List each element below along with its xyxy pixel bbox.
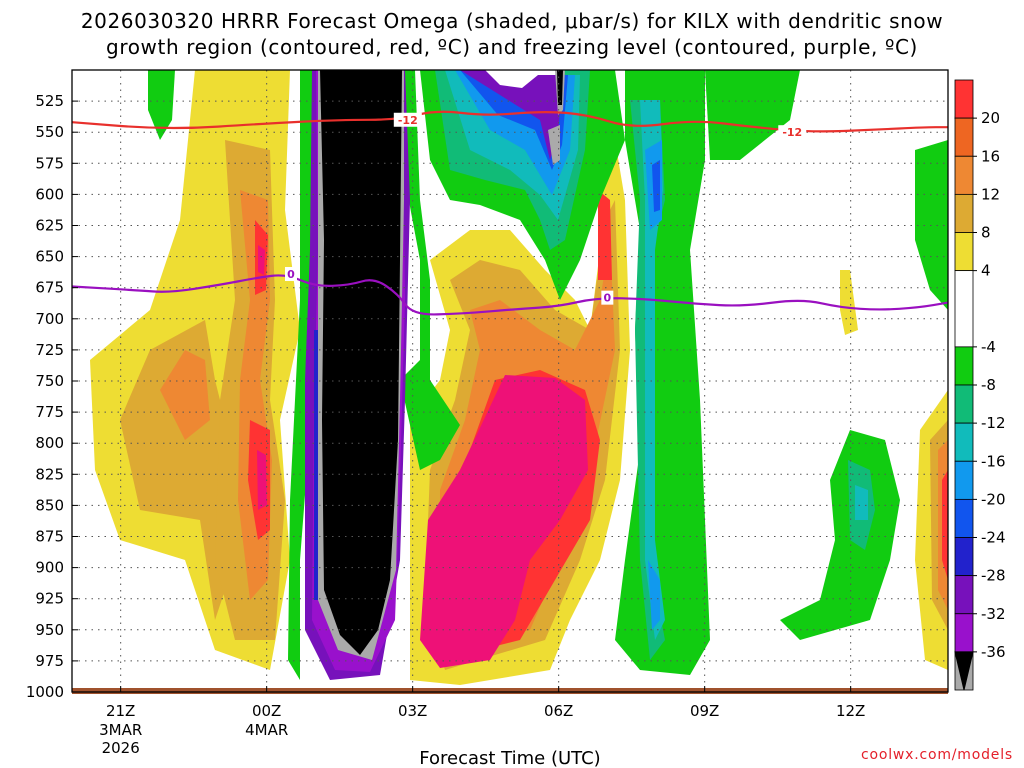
contour-label-0: 0 (604, 292, 612, 305)
colorbar-swatch (954, 270, 974, 348)
contour-label-bg (601, 290, 614, 305)
colorbar-bottom-arrow (954, 651, 974, 691)
y-axis: 525 550 575 600 625 650 675 700 725 750 775 800 825 8… (26, 92, 78, 701)
y-tick-label-900: 900 (35, 559, 64, 577)
contour-line-0 (71, 274, 949, 316)
contour-label--12: -12 (398, 114, 418, 127)
y-tick-label-850: 850 (35, 496, 64, 514)
y-tick-label-725: 725 (35, 341, 64, 359)
contour-label-0: 0 (287, 268, 295, 281)
colorbar-swatch (954, 460, 974, 500)
colorbar-label--28: -28 (981, 567, 1006, 585)
colorbar-swatch (954, 193, 974, 233)
colorbar-swatch (954, 117, 974, 157)
colorbar-swatch (954, 613, 974, 653)
colorbar-label-8: 8 (981, 224, 991, 242)
y-tick-label-750: 750 (35, 372, 64, 390)
y-tick-label-800: 800 (35, 434, 64, 452)
x-tick-label-21Z: 21Z (106, 702, 135, 720)
colorbar-label--16: -16 (981, 452, 1006, 470)
y-tick-label-825: 825 (35, 465, 64, 483)
colorbar-swatch (954, 422, 974, 462)
credit-text: coolwx.com/models (861, 747, 1013, 763)
colorbar-swatch (954, 575, 974, 615)
colorbar-swatch (954, 384, 974, 424)
y-tick-label-950: 950 (35, 621, 64, 639)
x-tick-label-06Z: 06Z (544, 702, 573, 720)
y-tick-label-675: 675 (35, 279, 64, 297)
colorbar-swatch (954, 537, 974, 577)
contour-label-bg (285, 267, 297, 282)
y-tick-label-525: 525 (35, 92, 64, 110)
colorbar-swatch (954, 155, 974, 195)
x-tick-label-12Z: 12Z (836, 702, 865, 720)
y-tick-label-875: 875 (35, 528, 64, 546)
x-tick-label-09Z: 09Z (690, 702, 719, 720)
colorbar-label--12: -12 (981, 414, 1006, 432)
x-tick-sublabel-2026: 2026 (102, 739, 140, 757)
chart-title-line2: growth region (contoured, red, ºC) and f… (106, 35, 918, 59)
x-tick-label-00Z: 00Z (252, 702, 281, 720)
colorbar-label--32: -32 (981, 605, 1006, 623)
y-tick-label-650: 650 (35, 248, 64, 266)
colorbar-label--8: -8 (981, 376, 996, 394)
y-tick-label-550: 550 (35, 123, 64, 141)
contour-label--12: -12 (782, 126, 802, 139)
contour-line--12 (71, 110, 948, 133)
y-tick-label-1000: 1000 (26, 683, 64, 701)
colorbar-swatch (954, 346, 974, 386)
y-tick-label-625: 625 (35, 217, 64, 235)
y-tick-label-925: 925 (35, 590, 64, 608)
colorbar-label--36: -36 (981, 643, 1006, 661)
y-tick-label-700: 700 (35, 310, 64, 328)
colorbar-label--20: -20 (981, 490, 1006, 508)
y-tick-label-975: 975 (35, 652, 64, 670)
y-tick-label-575: 575 (35, 154, 64, 172)
colorbar: 20 16 12 8 4 -4 -8 -12 -16 -20 -24 -28 -32 -36 (954, 79, 1006, 691)
colorbar-label--24: -24 (981, 529, 1006, 547)
colorbar-swatch (954, 498, 974, 538)
x-tick-sublabel-4MAR: 4MAR (245, 721, 288, 739)
contour-label-bg (393, 112, 422, 127)
colorbar-label--4: -4 (981, 338, 996, 356)
colorbar-label-16: 16 (981, 147, 1000, 165)
x-axis-title: Forecast Time (UTC) (419, 748, 600, 768)
colorbar-swatch (954, 79, 974, 119)
colorbar-label-4: 4 (981, 262, 991, 280)
x-tick-label-03Z: 03Z (398, 702, 427, 720)
temperature-contours: -12 -12 0 0 (71, 110, 949, 316)
chart-title-line1: 2026030320 HRRR Forecast Omega (shaded, … (81, 9, 943, 33)
ground-surface-strip (72, 688, 948, 694)
contour-label-bg (778, 125, 807, 140)
colorbar-label-20: 20 (981, 109, 1000, 127)
y-tick-label-775: 775 (35, 403, 64, 421)
colorbar-swatch (954, 232, 974, 272)
x-tick-sublabel-3MAR: 3MAR (99, 721, 142, 739)
y-tick-label-600: 600 (35, 185, 64, 203)
colorbar-label-12: 12 (981, 185, 1000, 203)
